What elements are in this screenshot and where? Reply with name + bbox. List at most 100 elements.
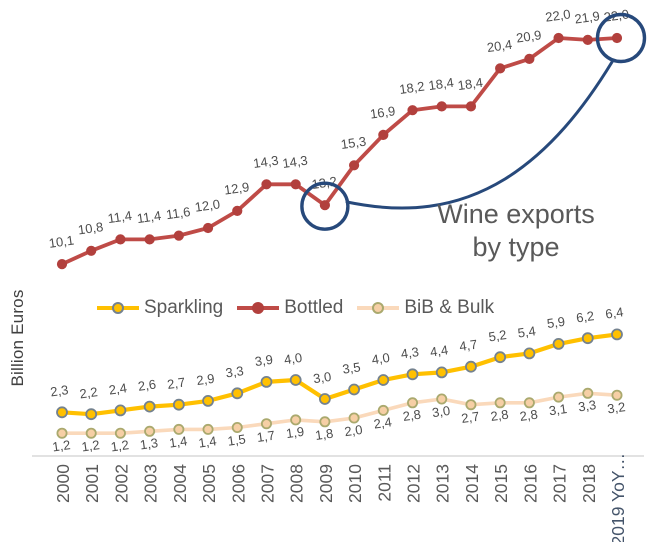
year-label: 2017 xyxy=(550,464,570,503)
legend-label-bottled: Bottled xyxy=(284,297,344,318)
bib-bulk-marker xyxy=(85,427,97,439)
sparkling-value-label: 6,2 xyxy=(575,308,595,325)
sparkling-value-label: 3,0 xyxy=(312,369,332,386)
bottled-value-label: 14,3 xyxy=(252,153,279,171)
bib-bulk-marker xyxy=(494,397,506,409)
bib-bulk-value-label: 1,8 xyxy=(314,426,334,443)
bottled-marker xyxy=(524,53,535,65)
bottled-marker xyxy=(378,129,389,140)
bottled-value-label: 16,9 xyxy=(369,103,396,121)
bottled-value-label: 20,4 xyxy=(486,37,513,55)
bib-bulk-marker xyxy=(319,416,331,428)
sparkling-value-label: 2,4 xyxy=(108,380,128,397)
legend-item-bib-bulk: BiB & Bulk xyxy=(356,297,494,319)
year-label: 2010 xyxy=(345,464,365,503)
sparkling-value-label: 3,9 xyxy=(254,352,274,369)
sparkling-marker xyxy=(260,375,273,388)
bottled-value-label: 10,1 xyxy=(48,232,75,250)
year-label: 2014 xyxy=(462,464,482,503)
bib-bulk-marker xyxy=(202,423,214,435)
sparkling-value-label: 4,0 xyxy=(283,350,303,367)
bib-bulk-marker xyxy=(436,393,448,405)
bib-bulk-value-label: 1,5 xyxy=(227,431,247,448)
year-label: 2019 YoY… xyxy=(608,453,628,542)
bottled-value-label: 18,4 xyxy=(457,75,484,93)
bib-bulk-value-label: 2,0 xyxy=(343,422,363,439)
bib-bulk-value-label: 2,7 xyxy=(460,409,480,426)
bib-bulk-marker xyxy=(114,427,126,439)
sparkling-marker xyxy=(318,393,331,405)
year-label: 2006 xyxy=(228,464,248,503)
legend-item-bottled: Bottled xyxy=(236,297,343,319)
legend-label-sparkling: Sparkling xyxy=(144,297,224,318)
bottled-marker xyxy=(173,230,184,241)
bib-bulk-value-label: 1,3 xyxy=(139,435,159,452)
annotation-circle-2019 xyxy=(595,12,647,64)
bottled-marker xyxy=(56,259,68,270)
bottled-value-label: 12,9 xyxy=(223,179,250,197)
bib-bulk-value-label: 2,8 xyxy=(402,407,422,424)
year-label: 2004 xyxy=(170,464,190,503)
year-label: 2012 xyxy=(404,464,424,503)
bib-bulk-value-label: 1,7 xyxy=(256,428,276,445)
y-axis-title: Billion Euros xyxy=(8,289,27,387)
sparkling-marker xyxy=(494,351,507,364)
year-label: 2016 xyxy=(520,464,540,503)
bottled-marker xyxy=(582,34,593,46)
sparkling-marker xyxy=(202,394,214,407)
bib-bulk-marker xyxy=(377,404,389,416)
year-label: 2003 xyxy=(141,464,161,503)
year-label: 2002 xyxy=(111,464,131,503)
bib-bulk-marker xyxy=(290,414,302,426)
bottled-marker xyxy=(407,105,418,116)
sparkling-value-label: 5,4 xyxy=(517,323,537,340)
bottled-value-label: 10,8 xyxy=(77,219,104,237)
bib-bulk-marker xyxy=(348,412,360,424)
bottled-value-label: 12,0 xyxy=(194,196,221,214)
sparkling-marker xyxy=(348,383,361,396)
sparkling-marker xyxy=(172,398,185,411)
bib-bulk-value-label: 3,0 xyxy=(431,403,451,420)
bib-bulk-marker xyxy=(260,418,272,430)
bottled-marker xyxy=(144,234,155,245)
sparkling-marker xyxy=(465,360,477,373)
annotation-connector-curve xyxy=(345,60,614,210)
sparkling-marker xyxy=(406,368,419,381)
sparkling-marker xyxy=(114,404,127,417)
sparkling-line-marker-icon xyxy=(97,302,139,314)
sparkling-value-label: 3,5 xyxy=(341,359,361,376)
bib-bulk-value-label: 1,2 xyxy=(51,437,71,454)
bottled-marker xyxy=(611,32,623,44)
bottled-value-label: 15,3 xyxy=(340,134,367,152)
sparkling-marker xyxy=(523,347,536,360)
bottled-marker xyxy=(290,179,301,190)
year-label: 2018 xyxy=(579,464,599,503)
sparkling-value-label: 2,7 xyxy=(166,375,186,392)
sparkling-value-label: 4,7 xyxy=(458,337,478,354)
bib-bulk-marker xyxy=(553,391,565,403)
sparkling-value-label: 2,2 xyxy=(79,384,99,401)
year-label: 2001 xyxy=(82,464,102,503)
bottled-marker xyxy=(202,222,214,234)
legend-label-bib-bulk: BiB & Bulk xyxy=(404,297,495,318)
bottled-marker xyxy=(349,160,360,171)
bottled-marker xyxy=(232,205,243,216)
bottled-marker xyxy=(553,32,564,44)
bottled-value-label: 22,0 xyxy=(544,6,571,24)
bottled-value-label: 11,4 xyxy=(136,208,162,226)
bottled-marker xyxy=(319,200,330,211)
bottled-value-label: 11,4 xyxy=(107,208,133,226)
bib-bulk-value-label: 1,4 xyxy=(168,433,188,450)
bottled-line-marker-icon xyxy=(237,302,280,314)
sparkling-value-label: 2,6 xyxy=(137,376,157,393)
bottled-marker xyxy=(261,179,272,190)
sparkling-value-label: 2,9 xyxy=(195,371,215,388)
chart-title-line1: Wine exports xyxy=(437,199,595,229)
year-label: 2013 xyxy=(433,464,453,503)
sparkling-marker xyxy=(231,387,244,400)
bib-bulk-value-label: 3,2 xyxy=(606,399,626,416)
bottled-value-label: 21,9 xyxy=(574,8,601,26)
sparkling-marker xyxy=(581,332,594,345)
bib-bulk-value-label: 3,1 xyxy=(548,401,568,418)
